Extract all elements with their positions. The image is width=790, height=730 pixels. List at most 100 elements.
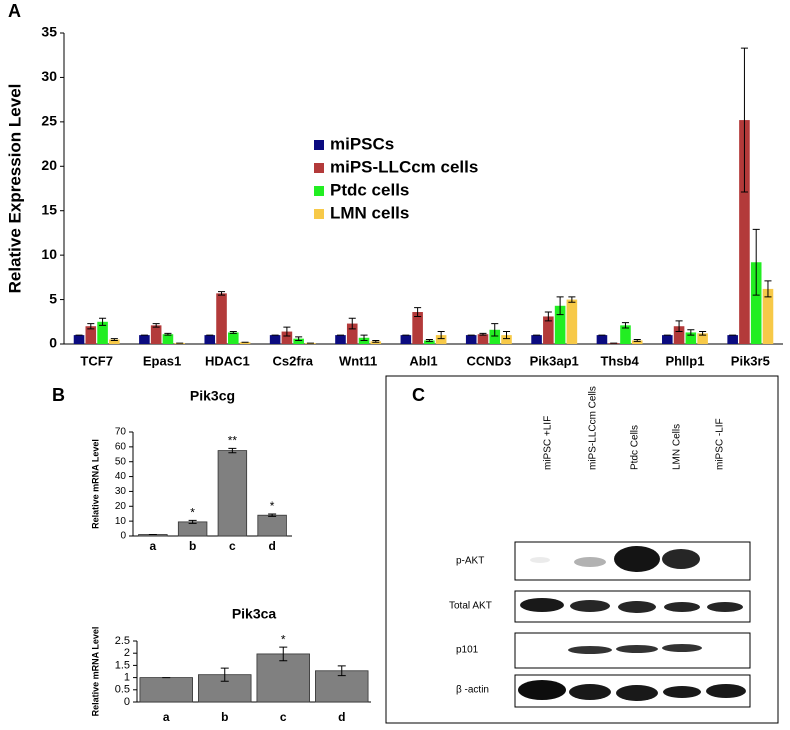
- chart-title: Pik3cg: [190, 388, 235, 404]
- band: [520, 598, 564, 612]
- band: [570, 600, 610, 612]
- band: [574, 557, 606, 567]
- error-bar: [372, 339, 380, 343]
- error-bar: [220, 667, 229, 682]
- y-tick-label: 0.5: [115, 684, 130, 696]
- band: [518, 680, 566, 700]
- lane-label: miPSC -LIF: [715, 418, 726, 470]
- y-tick-label: 35: [41, 24, 57, 40]
- y-axis-title: Relative mRNA Level: [90, 439, 100, 529]
- x-tick-label: d: [268, 539, 275, 553]
- annotation: *: [270, 499, 275, 513]
- x-tick-label: Pik3ap1: [530, 353, 579, 368]
- y-tick-label: 10: [115, 516, 127, 527]
- error-bar: [295, 336, 303, 341]
- bar: [596, 335, 608, 344]
- error-bar: [217, 291, 226, 296]
- bar: [400, 335, 412, 344]
- bar: [465, 335, 477, 344]
- x-tick-label: d: [338, 710, 345, 724]
- x-tick-label: Phllp1: [665, 353, 704, 368]
- error-bar: [152, 323, 160, 328]
- y-tick-label: 0: [124, 696, 130, 708]
- x-tick-label: Wnt11: [339, 353, 377, 368]
- error-bar: [99, 317, 107, 326]
- band: [618, 601, 656, 613]
- error-bar: [479, 332, 487, 336]
- annotation: *: [190, 506, 195, 520]
- y-tick-label: 25: [41, 113, 57, 129]
- x-tick-label: Thsb4: [600, 353, 639, 368]
- band: [664, 602, 700, 612]
- y-tick-label: 2.5: [115, 635, 130, 647]
- bar: [620, 325, 631, 344]
- bar: [489, 329, 501, 344]
- y-tick-label: 1.5: [115, 659, 130, 671]
- band: [706, 684, 746, 698]
- y-tick-label: 40: [115, 471, 127, 482]
- legend-label: miPS-LLCcm cells: [330, 157, 478, 176]
- y-tick-label: 20: [115, 501, 127, 512]
- y-tick-label: 0: [49, 335, 57, 351]
- band: [569, 684, 611, 700]
- error-bar: [164, 332, 172, 336]
- error-bar: [110, 338, 118, 341]
- error-bar: [437, 331, 445, 340]
- error-bar: [228, 447, 237, 454]
- bar: [97, 321, 108, 344]
- lane-label: Ptdc Cells: [630, 425, 641, 470]
- x-tick-label: CCND3: [466, 353, 511, 368]
- lane-label: miPSC +LIF: [543, 416, 554, 470]
- bar: [750, 262, 762, 344]
- bar: [227, 332, 239, 344]
- band: [662, 549, 700, 569]
- bar: [293, 338, 304, 344]
- y-tick-label: 70: [115, 427, 127, 438]
- row-label: p-AKT: [456, 556, 484, 567]
- band: [530, 557, 550, 563]
- band: [568, 646, 612, 654]
- band: [663, 686, 701, 698]
- bar: [673, 326, 685, 344]
- panel-label: A: [8, 1, 21, 21]
- legend-swatch: [314, 186, 324, 196]
- bar: [531, 335, 542, 344]
- lane-label: LMN Cells: [672, 424, 683, 470]
- bar: [762, 288, 774, 344]
- bar: [239, 342, 251, 344]
- y-tick-label: 20: [41, 157, 57, 173]
- x-tick-label: HDAC1: [205, 353, 250, 368]
- annotation: **: [228, 434, 238, 448]
- bar: [739, 120, 750, 344]
- band: [662, 644, 702, 652]
- lane-label: miPS-LLCcm Cells: [588, 386, 599, 470]
- y-tick-label: 1: [124, 672, 130, 684]
- error-bar: [425, 339, 433, 342]
- bar: [162, 334, 174, 344]
- bar: [204, 335, 216, 344]
- error-bar: [699, 331, 707, 336]
- y-axis-title: Relative mRNA Level: [90, 627, 100, 717]
- x-tick-label: Pik3r5: [731, 353, 770, 368]
- error-bar: [544, 311, 552, 322]
- bar: [501, 335, 512, 344]
- bar: [217, 450, 248, 537]
- x-tick-label: a: [163, 710, 170, 724]
- bar: [554, 305, 566, 344]
- error-bar: [687, 329, 695, 336]
- y-tick-label: 15: [41, 201, 57, 217]
- band: [707, 602, 743, 612]
- y-tick-label: 0: [120, 531, 126, 542]
- error-bar: [752, 228, 760, 296]
- error-bar: [229, 331, 237, 334]
- bar: [727, 335, 738, 344]
- error-bar: [360, 334, 368, 341]
- error-bar: [621, 322, 630, 329]
- legend-swatch: [314, 163, 324, 173]
- legend-label: Ptdc cells: [330, 180, 409, 199]
- error-bar: [414, 307, 422, 317]
- x-tick-label: b: [221, 710, 228, 724]
- bar: [631, 340, 643, 344]
- y-axis-title: Relative Expression Level: [5, 84, 24, 294]
